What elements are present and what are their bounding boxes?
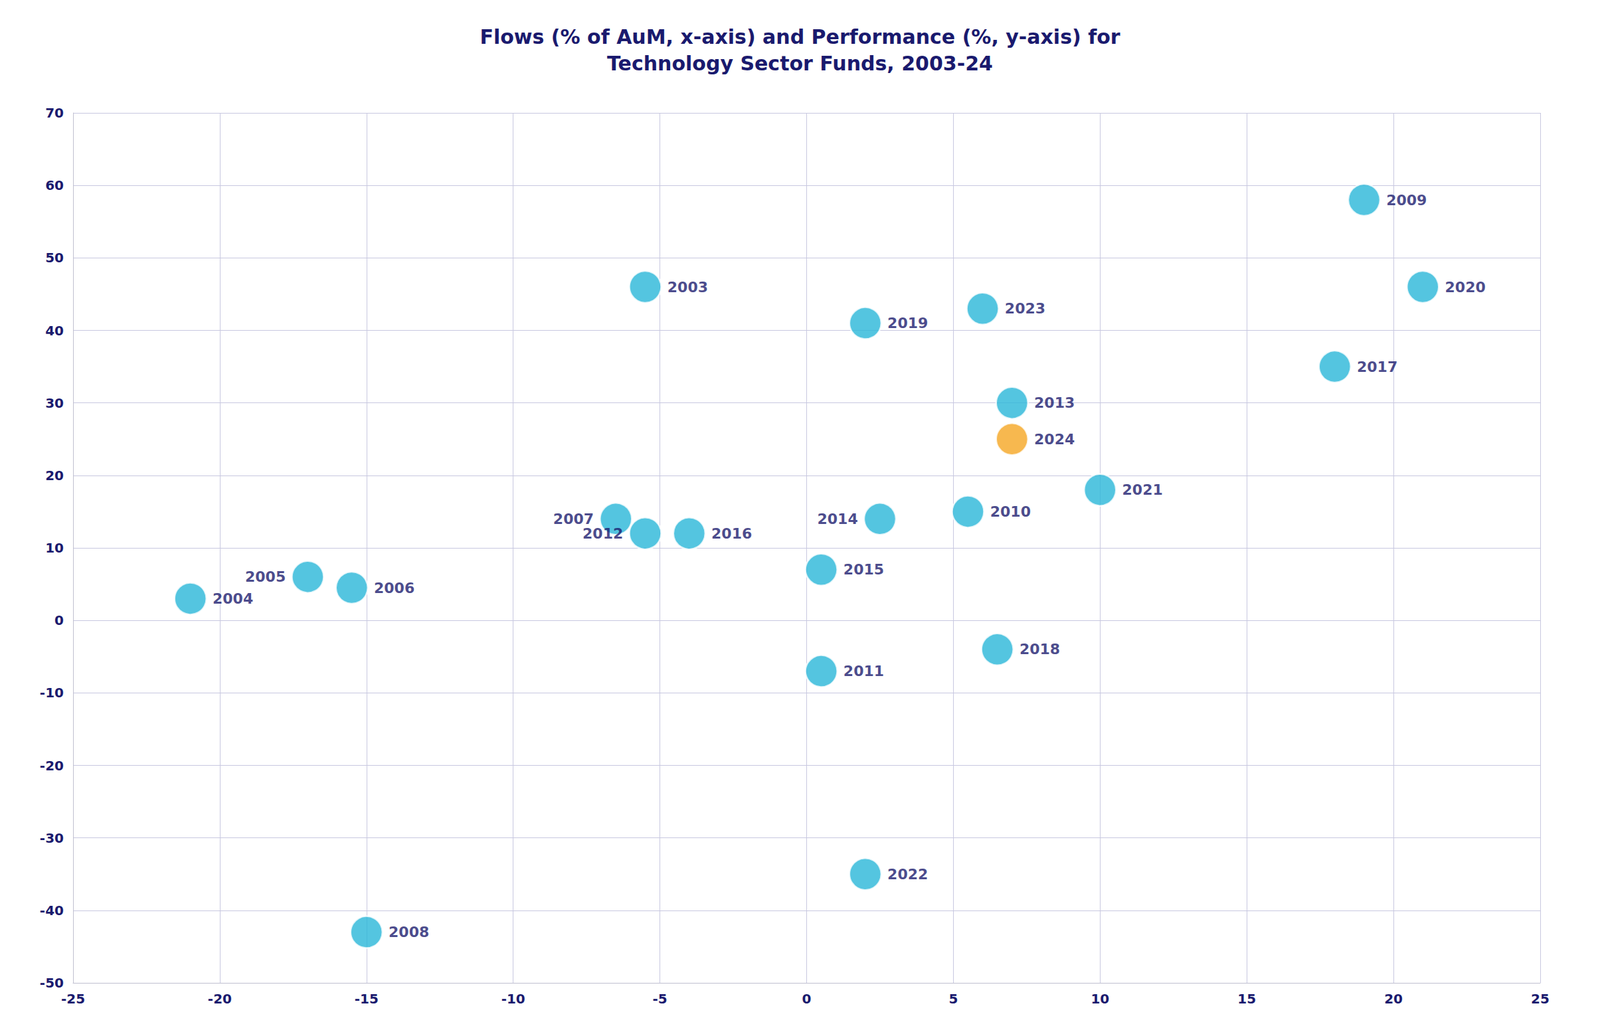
svg-text:20: 20: [1384, 990, 1403, 1007]
svg-text:Technology Sector Funds, 2003-: Technology Sector Funds, 2003-24: [607, 51, 993, 76]
svg-text:2015: 2015: [843, 561, 885, 578]
svg-text:-20: -20: [207, 990, 232, 1007]
svg-text:2012: 2012: [582, 525, 623, 542]
svg-text:-5: -5: [652, 990, 667, 1007]
svg-text:5: 5: [948, 990, 958, 1007]
svg-text:10: 10: [1090, 990, 1110, 1007]
svg-text:2003: 2003: [667, 278, 709, 296]
svg-text:2019: 2019: [887, 314, 928, 332]
svg-text:40: 40: [45, 322, 64, 339]
svg-text:10: 10: [45, 539, 64, 556]
svg-text:-30: -30: [39, 830, 64, 847]
svg-text:2010: 2010: [990, 503, 1031, 521]
svg-text:2018: 2018: [1019, 640, 1061, 658]
svg-text:2007: 2007: [553, 510, 594, 528]
svg-text:2016: 2016: [711, 525, 752, 542]
svg-text:2011: 2011: [843, 662, 885, 680]
svg-text:2021: 2021: [1122, 481, 1163, 499]
svg-text:30: 30: [45, 395, 64, 412]
svg-text:0: 0: [802, 990, 812, 1007]
svg-text:2024: 2024: [1034, 431, 1075, 448]
svg-text:-10: -10: [39, 684, 64, 701]
svg-text:-50: -50: [39, 975, 64, 991]
svg-text:25: 25: [1530, 990, 1550, 1007]
svg-text:-15: -15: [354, 990, 379, 1007]
svg-text:2006: 2006: [373, 579, 415, 597]
svg-text:-20: -20: [39, 757, 64, 774]
svg-text:2023: 2023: [1004, 300, 1046, 317]
svg-text:2020: 2020: [1445, 278, 1486, 296]
svg-text:50: 50: [45, 249, 64, 266]
svg-text:20: 20: [45, 467, 64, 484]
svg-text:2022: 2022: [887, 866, 928, 883]
svg-text:70: 70: [45, 104, 64, 121]
svg-text:-10: -10: [501, 990, 526, 1007]
svg-text:2017: 2017: [1356, 358, 1398, 376]
svg-text:60: 60: [45, 177, 64, 194]
svg-text:2004: 2004: [212, 590, 254, 608]
svg-text:15: 15: [1237, 990, 1256, 1007]
svg-text:2013: 2013: [1034, 394, 1075, 412]
svg-text:2008: 2008: [388, 923, 430, 941]
svg-text:2014: 2014: [816, 510, 858, 528]
svg-text:0: 0: [54, 612, 64, 629]
svg-text:2005: 2005: [245, 568, 286, 586]
svg-text:-25: -25: [61, 990, 86, 1007]
svg-text:2009: 2009: [1386, 191, 1427, 209]
svg-text:Flows (% of AuM, x-axis) and P: Flows (% of AuM, x-axis) and Performance…: [479, 25, 1120, 49]
svg-text:-40: -40: [39, 902, 64, 919]
